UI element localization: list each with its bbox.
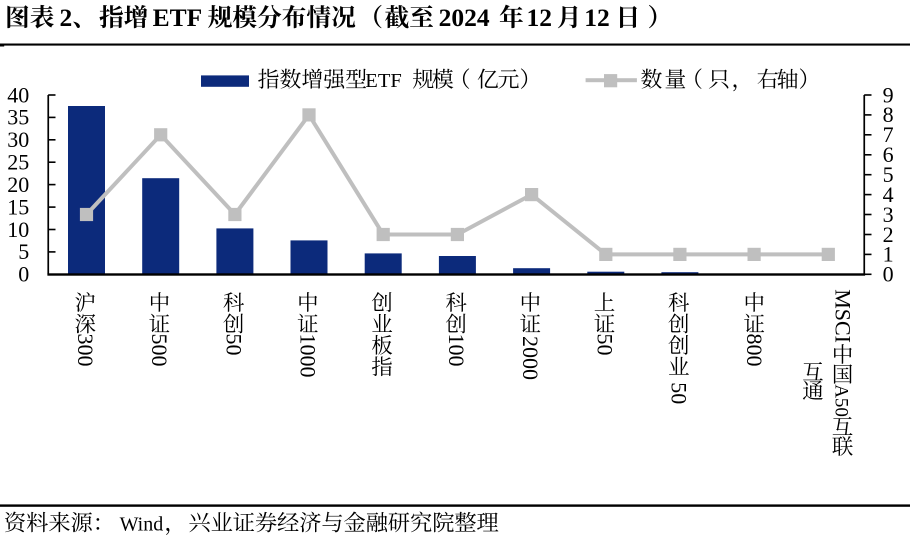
svg-text:50: 50 (666, 382, 691, 404)
svg-text:1: 1 (883, 242, 894, 267)
svg-text:0: 0 (883, 262, 894, 287)
svg-text:7: 7 (883, 122, 894, 147)
svg-text:Wind: Wind (120, 514, 164, 536)
svg-text:9: 9 (883, 82, 894, 107)
svg-text:800: 800 (742, 334, 767, 367)
svg-text:10: 10 (7, 217, 29, 242)
svg-text:2: 2 (60, 3, 73, 32)
svg-text:300: 300 (73, 334, 98, 367)
svg-text:4: 4 (883, 182, 894, 207)
svg-text:3: 3 (883, 202, 894, 227)
svg-text:50: 50 (221, 334, 246, 356)
svg-text:500: 500 (147, 334, 172, 367)
svg-text:ETF: ETF (153, 3, 203, 32)
svg-text:1000: 1000 (296, 334, 321, 378)
svg-text:25: 25 (7, 150, 29, 175)
svg-text:20: 20 (7, 172, 29, 197)
svg-text:12: 12 (527, 3, 553, 32)
svg-text:6: 6 (883, 142, 894, 167)
svg-text:15: 15 (7, 194, 29, 219)
svg-text:50: 50 (592, 334, 617, 356)
svg-text:12: 12 (584, 3, 610, 32)
svg-text:2: 2 (883, 222, 894, 247)
svg-text:8: 8 (883, 102, 894, 127)
svg-text:2024: 2024 (439, 3, 490, 32)
svg-text:MSCI: MSCI (831, 289, 856, 343)
svg-text:A50: A50 (831, 384, 852, 417)
svg-text:ETF: ETF (365, 70, 401, 92)
svg-text:100: 100 (444, 334, 469, 367)
svg-text:40: 40 (7, 82, 29, 107)
svg-text:30: 30 (7, 127, 29, 152)
svg-text:5: 5 (883, 162, 894, 187)
svg-text:0: 0 (18, 262, 29, 287)
svg-text:2000: 2000 (518, 336, 543, 380)
svg-text:5: 5 (18, 239, 29, 264)
svg-text:35: 35 (7, 105, 29, 130)
